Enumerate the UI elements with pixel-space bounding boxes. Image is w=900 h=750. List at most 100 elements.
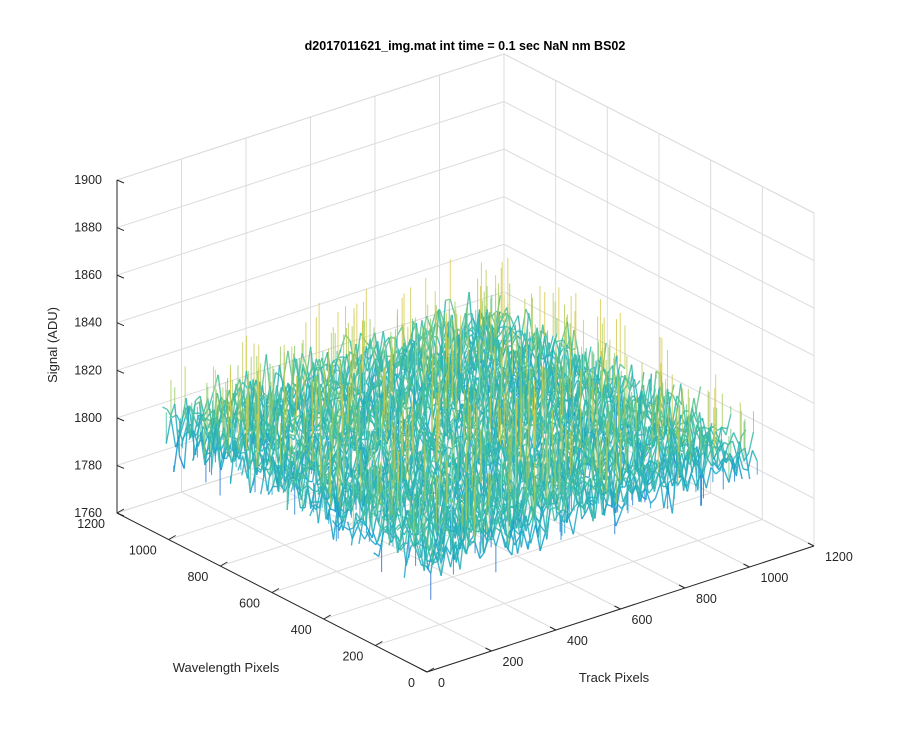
surface-segment — [439, 443, 446, 467]
surface-segment — [331, 464, 338, 490]
surface-segment — [346, 521, 354, 540]
surface-segment — [551, 405, 557, 408]
surface-segment — [553, 340, 560, 343]
surface-segment — [408, 381, 415, 396]
surface-segment — [569, 353, 576, 380]
surface-segment — [195, 395, 201, 402]
surface-segment — [444, 443, 451, 468]
surface-segment — [523, 344, 529, 349]
surface-segment — [494, 388, 501, 420]
surface-segment — [361, 493, 368, 512]
surface-segment — [309, 461, 316, 468]
surface-segment — [162, 406, 168, 411]
surface-segment — [264, 420, 271, 438]
surface-segment — [178, 455, 185, 469]
surface-segment — [522, 406, 529, 415]
surface-segment — [484, 405, 491, 439]
surface-segment — [291, 358, 298, 386]
surface-segment — [629, 379, 636, 392]
surface-segment — [232, 392, 239, 410]
y-tick-mark — [271, 588, 280, 593]
surface-segment — [552, 396, 559, 414]
surface-segment — [437, 310, 444, 340]
surface-segment — [347, 422, 354, 431]
surface-segment — [383, 434, 390, 463]
surface-segment — [304, 445, 311, 462]
surface-segment — [546, 368, 553, 393]
surface-segment — [376, 408, 383, 426]
surface-segment — [326, 412, 333, 437]
surface-segment — [198, 401, 205, 447]
surface-segment — [368, 431, 375, 450]
surface-segment — [359, 473, 366, 494]
z-tick-mark — [116, 322, 125, 327]
surface-segment — [510, 317, 517, 330]
surface-segment — [311, 461, 319, 486]
surface-segment — [332, 360, 339, 367]
surface-segment — [316, 357, 323, 375]
surface-segment — [449, 299, 456, 317]
surface-segment — [264, 467, 270, 471]
surface-segment — [472, 326, 479, 338]
surface-segment — [364, 529, 370, 540]
surface-segment — [291, 445, 298, 470]
surface-segment — [261, 432, 268, 452]
surface-segment — [323, 422, 330, 440]
surface-segment — [418, 435, 425, 446]
surface-segment — [414, 370, 421, 396]
surface-segment — [294, 472, 301, 487]
surface-segment — [365, 466, 372, 481]
surface-segment — [459, 312, 467, 332]
surface-segment — [417, 445, 424, 468]
surface-segment — [365, 346, 372, 389]
surface-segment — [306, 442, 313, 458]
surface-segment — [235, 383, 242, 412]
surface-segment — [173, 436, 180, 472]
surface-segment — [537, 422, 544, 435]
surface-segment — [539, 335, 546, 367]
surface-segment — [417, 333, 424, 340]
surface-segment — [271, 385, 278, 420]
surface-segment — [646, 373, 653, 411]
surface-segment — [566, 429, 572, 432]
surface-segment — [261, 458, 268, 471]
surface-segment — [360, 520, 367, 527]
surface-segment — [369, 359, 376, 373]
surface-segment — [350, 512, 357, 546]
surface-segment — [326, 374, 334, 409]
surface-segment — [329, 484, 337, 509]
surface-segment — [462, 363, 469, 375]
surface-segment — [259, 393, 266, 408]
surface-segment — [366, 399, 373, 408]
surface-segment — [332, 501, 339, 540]
surface-segment — [286, 426, 293, 433]
surface-segment — [317, 490, 323, 495]
surface-segment — [381, 466, 388, 488]
z-gridline — [116, 148, 815, 309]
surface-segment — [396, 326, 403, 336]
surface-segment — [165, 418, 172, 444]
surface-segment — [329, 492, 335, 497]
surface-segment — [205, 455, 212, 464]
surface-segment — [457, 328, 464, 334]
surface-segment — [412, 419, 419, 441]
surface-segment — [360, 476, 367, 502]
surface-segment — [536, 393, 543, 403]
surface-segment — [238, 434, 245, 451]
surface-segment — [458, 416, 465, 427]
x-tick-mark — [614, 605, 621, 610]
surface-segment — [535, 429, 542, 449]
surface-segment — [395, 363, 401, 366]
surface-segment — [211, 415, 218, 431]
surface-segment — [494, 374, 500, 380]
surface-segment — [415, 387, 422, 406]
surface-segment — [452, 453, 459, 484]
surface-segment — [184, 407, 191, 438]
surface-segment — [500, 392, 507, 398]
z-gridline — [116, 196, 815, 357]
surface-segment — [417, 416, 424, 443]
surface-segment — [471, 334, 478, 361]
surface-segment — [605, 385, 612, 389]
x-tick-mark — [807, 542, 815, 547]
surface-segment — [671, 395, 678, 425]
